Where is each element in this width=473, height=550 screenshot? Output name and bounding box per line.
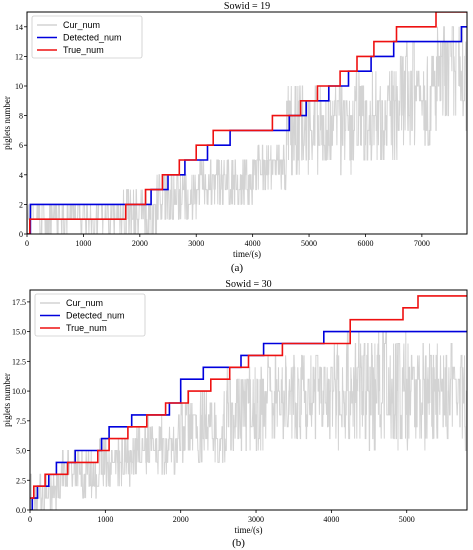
legend-box [34, 293, 146, 337]
chart-2: Sowid = 30 0 1000 2000 3000 4000 5000 0.0 2.5 5.0… [2, 279, 468, 549]
legend-label: Detected_num [63, 33, 122, 43]
y-tick-label: 4 [19, 171, 23, 180]
series-detected-num-line [27, 26, 467, 234]
y-tick-label: 17.5 [12, 298, 26, 307]
x-tick-label: 2000 [132, 239, 148, 248]
y-axis-label: piglets number [2, 373, 12, 427]
x-tick-label: 3000 [248, 515, 264, 524]
y-tick-label: 10 [15, 82, 23, 91]
chart-caption: (a) [231, 262, 244, 274]
y-tick-label: 12.5 [12, 357, 26, 366]
y-axis-label: piglets number [2, 96, 12, 150]
chart-caption: (b) [232, 537, 245, 549]
chart-1: Sowid = 19 0 1000 2000 3000 4000 5000 6000 7000 0… [2, 1, 468, 274]
chart-title: Sowid = 30 [225, 279, 271, 290]
x-tick-label: 2000 [173, 515, 189, 524]
series-cur-num-line [30, 331, 467, 510]
x-tick-label: 1000 [97, 515, 113, 524]
axes-frame [29, 289, 468, 511]
y-tick-label: 12 [15, 52, 23, 61]
x-tick-label: 0 [25, 239, 29, 248]
legend-label: True_num [63, 45, 104, 55]
x-tick-label: 4000 [245, 239, 261, 248]
x-tick-label: 6000 [357, 239, 373, 248]
legend-label: Detected_num [66, 311, 125, 321]
plot-area [30, 295, 467, 510]
axes-frame [26, 11, 468, 235]
x-tick-label: 1000 [75, 239, 91, 248]
legend-label: Cur_num [63, 20, 100, 30]
chart-title: Sowid = 19 [224, 1, 270, 12]
series-true-num-line [27, 12, 467, 234]
y-tick-label: 0.0 [16, 506, 26, 515]
x-tick-label: 5000 [301, 239, 317, 248]
y-tick-label: 5.0 [16, 447, 26, 456]
x-tick-label: 3000 [188, 239, 204, 248]
legend-label: Cur_num [66, 298, 103, 308]
legend-label: True_num [66, 323, 107, 333]
series-true-num-line [30, 295, 467, 499]
x-tick-label: 4000 [323, 515, 339, 524]
y-tick-label: 2.5 [16, 476, 26, 485]
y-tick-label: 8 [19, 112, 23, 121]
x-axis-label: time/(s) [233, 249, 261, 259]
x-tick-label: 0 [28, 515, 32, 524]
legend-box [31, 15, 143, 59]
y-tick-label: 10.0 [12, 387, 26, 396]
y-tick-label: 2 [19, 200, 23, 209]
y-tick-label: 14 [15, 23, 23, 32]
y-tick-label: 0 [19, 230, 23, 239]
x-tick-label: 7000 [414, 239, 430, 248]
x-tick-label: 5000 [399, 515, 415, 524]
y-tick-label: 7.5 [16, 417, 26, 426]
x-axis-label: time/(s) [235, 525, 263, 535]
y-tick-label: 15.0 [12, 328, 26, 337]
y-tick-label: 6 [19, 141, 23, 150]
plot-area [27, 12, 467, 234]
